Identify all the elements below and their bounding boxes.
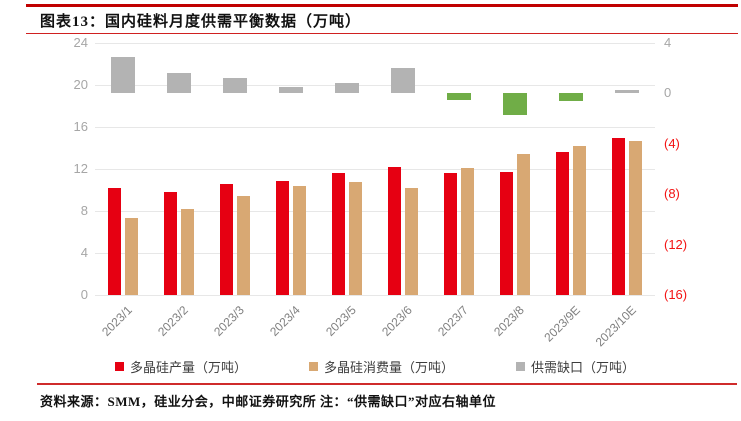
y-axis-tick-label: 0: [80, 287, 88, 302]
production-bar: [220, 183, 233, 295]
y-axis-tick-label: 16: [73, 119, 88, 134]
right-axis-tick-label: (12): [664, 236, 688, 252]
legend-item-production: 多晶硅产量（万吨）: [114, 357, 247, 376]
chart-legend: 多晶硅产量（万吨） 多晶硅消费量（万吨） 供需缺口（万吨）: [95, 357, 655, 376]
gridline: [95, 126, 655, 128]
y-axis-tick-label: 4: [80, 245, 88, 260]
consumption-bar: [349, 181, 362, 295]
production-bar: [500, 172, 513, 295]
legend-label: 多晶硅产量（万吨）: [129, 360, 247, 375]
x-axis-label: 2023/3: [211, 303, 247, 339]
x-axis-label: 2023/4: [267, 303, 303, 339]
x-axis-label: 2023/7: [435, 303, 471, 339]
consumption-bar: [293, 185, 306, 295]
gap-bar: [559, 93, 583, 101]
x-axis-label: 2023/2: [155, 303, 191, 339]
legend-marker-icon: [516, 362, 525, 371]
consumption-bar: [237, 196, 250, 295]
y-axis-tick-label: 20: [73, 77, 88, 92]
legend-item-gap: 供需缺口（万吨）: [516, 357, 635, 376]
production-bar: [332, 173, 345, 295]
consumption-bar: [405, 187, 418, 295]
axis-note-text: 注：“供需缺口”对应右轴单位: [320, 394, 497, 409]
chart-title: 图表13：国内硅料月度供需平衡数据（万吨）: [40, 14, 362, 30]
gap-bar: [279, 87, 303, 94]
y-axis-tick-label: 24: [73, 35, 88, 50]
y-axis-tick-label: 8: [80, 203, 88, 218]
production-bar: [444, 173, 457, 295]
production-bar: [556, 152, 569, 295]
right-axis-tick-label: (8): [664, 186, 680, 202]
legend-marker-icon: [114, 362, 124, 371]
legend-label: 多晶硅消费量（万吨）: [323, 360, 454, 375]
consumption-bar: [629, 140, 642, 295]
right-axis-tick-label: 0: [664, 85, 672, 101]
title-underline-rule: [26, 33, 738, 34]
consumption-bar: [461, 167, 474, 295]
gap-bar: [167, 73, 191, 94]
gap-bar: [503, 93, 527, 115]
x-axis-label: 2023/9E: [541, 303, 583, 345]
source-note: 资料来源：SMM，硅业分会，中邮证券研究所 注：“供需缺口”对应右轴单位: [40, 391, 496, 410]
legend-marker-icon: [308, 362, 318, 371]
gap-bar: [615, 89, 639, 94]
gap-bar: [447, 93, 471, 100]
x-axis-label: 2023/8: [491, 303, 527, 339]
production-bar: [108, 187, 121, 295]
consumption-bar: [125, 218, 138, 295]
x-axis-label: 2023/1: [99, 303, 135, 339]
gridline: [95, 252, 655, 254]
gridline: [95, 42, 655, 44]
footer-separator-rule: [37, 383, 737, 385]
legend-label: 供需缺口（万吨）: [531, 360, 636, 375]
right-axis-tick-label: 4: [664, 35, 672, 50]
right-axis-tick-label: (4): [664, 135, 680, 151]
legend-item-consumption: 多晶硅消费量（万吨）: [308, 357, 454, 376]
y-axis-tick-label: 12: [73, 161, 88, 176]
gap-bar: [111, 56, 135, 94]
x-axis-label: 2023/10E: [592, 303, 639, 350]
x-axis-label: 2023/6: [379, 303, 415, 339]
x-axis-label: 2023/5: [323, 303, 359, 339]
consumption-bar: [517, 154, 530, 295]
source-text: 资料来源：SMM，硅业分会，中邮证券研究所: [40, 394, 317, 409]
production-bar: [612, 137, 625, 295]
top-rule: [26, 4, 738, 7]
right-axis-tick-label: (16): [664, 287, 688, 302]
production-bar: [388, 166, 401, 295]
consumption-bar: [573, 145, 586, 295]
gridline: [95, 168, 655, 170]
production-bar: [164, 192, 177, 295]
consumption-bar: [181, 208, 194, 295]
gridline: [95, 84, 655, 86]
gap-bar: [391, 68, 415, 94]
gridline: [95, 210, 655, 212]
production-bar: [276, 180, 289, 295]
gap-bar: [335, 83, 359, 94]
gridline: [95, 294, 655, 296]
gap-bar: [223, 78, 247, 94]
